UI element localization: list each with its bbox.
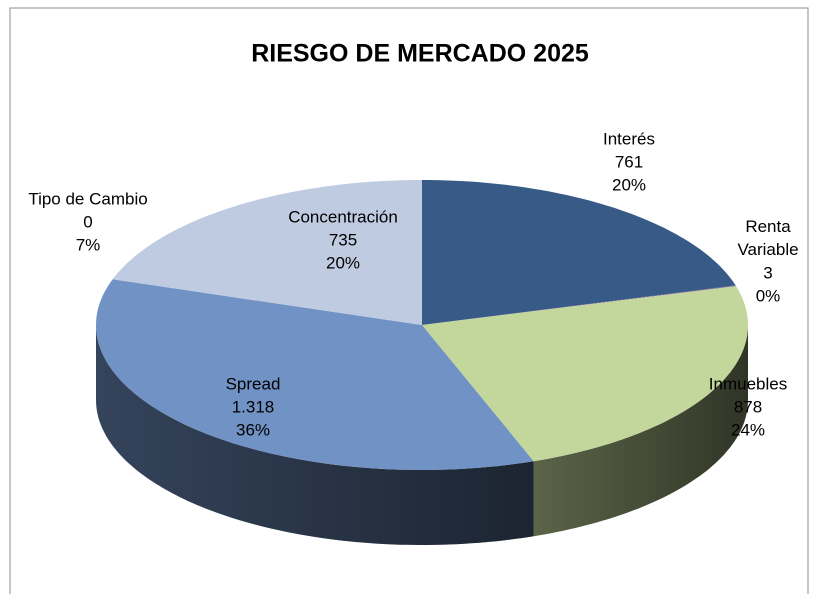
slice xyxy=(422,180,736,325)
slice-side-shade xyxy=(533,325,748,537)
data-label-category: Spread xyxy=(226,374,281,393)
data-label-value: 3 xyxy=(763,263,772,282)
data-label-value: 0 xyxy=(83,212,92,231)
slice-side-shade xyxy=(96,325,534,545)
data-label-percent: 36% xyxy=(236,420,270,439)
data-label-percent: 20% xyxy=(326,253,360,272)
data-label-category: Interés xyxy=(603,129,655,148)
data-label-category: Concentración xyxy=(288,207,398,226)
chart-title: RIESGO DE MERCADO 2025 xyxy=(251,40,589,68)
data-label-category: Inmuebles xyxy=(709,374,787,393)
slice xyxy=(112,180,422,325)
data-label-category: Renta Variable xyxy=(737,217,798,259)
slice xyxy=(96,279,534,470)
data-label-percent: 20% xyxy=(612,175,646,194)
data-label-value: 761 xyxy=(615,152,643,171)
chart-frame xyxy=(9,7,809,594)
data-label-value: 1.318 xyxy=(232,397,275,416)
data-label-percent: 24% xyxy=(731,420,765,439)
data-label-percent: 7% xyxy=(76,235,101,254)
slice xyxy=(422,286,748,462)
data-label-value: 878 xyxy=(734,397,762,416)
data-label-value: 735 xyxy=(329,230,357,249)
data-label-percent: 0% xyxy=(756,286,781,305)
slice xyxy=(422,285,736,325)
data-label-category: Tipo de Cambio xyxy=(28,189,147,208)
